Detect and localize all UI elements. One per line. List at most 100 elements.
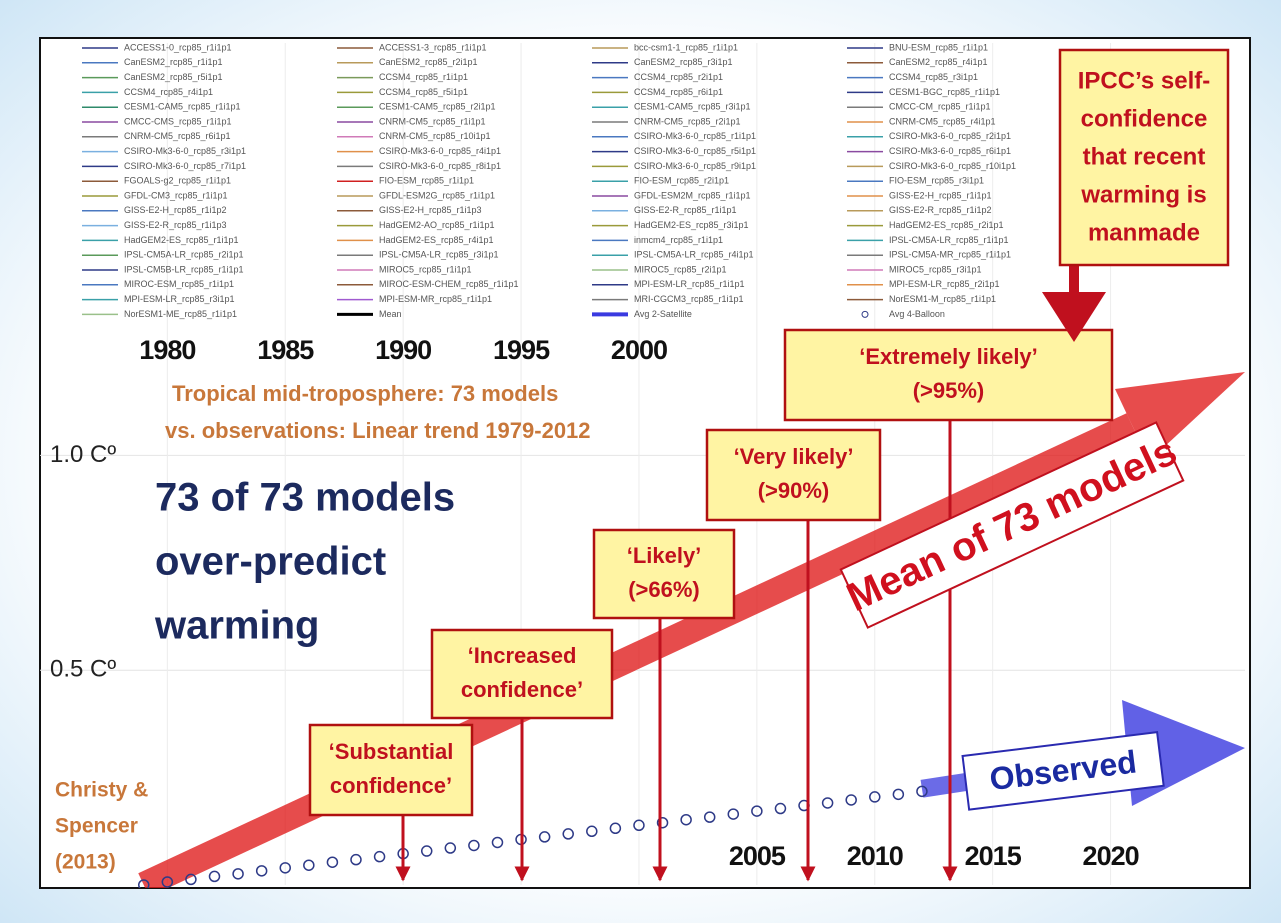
legend-swatch xyxy=(861,310,869,318)
y-tick-label: 1.0 Cº xyxy=(50,441,116,468)
legend-label: CSIRO-Mk3-6-0_rcp85_r5i1p1 xyxy=(634,146,756,156)
legend-label: ACCESS1-3_rcp85_r1i1p1 xyxy=(379,42,487,52)
balloon-point xyxy=(161,876,174,888)
legend-label: CanESM2_rcp85_r2i1p1 xyxy=(379,57,478,67)
source-note: (2013) xyxy=(55,851,116,874)
legend-label: HadGEM2-ES_rcp85_r3i1p1 xyxy=(634,220,749,230)
balloon-point xyxy=(491,836,504,849)
legend-label: MPI-ESM-MR_rcp85_r1i1p1 xyxy=(379,294,492,304)
annotation-text: (>66%) xyxy=(628,577,700,602)
balloon-point xyxy=(562,828,574,840)
balloon-point xyxy=(656,816,669,829)
balloon-point xyxy=(185,873,197,886)
annotation-text: confidence’ xyxy=(330,773,452,798)
legend-label: MPI-ESM-LR_rcp85_r1i1p1 xyxy=(634,279,745,289)
annotation-text: ‘Increased xyxy=(468,643,577,668)
legend-label: MIROC5_rcp85_r3i1p1 xyxy=(889,264,982,274)
x-tick-label: 2000 xyxy=(611,335,667,365)
legend-label: CSIRO-Mk3-6-0_rcp85_r4i1p1 xyxy=(379,146,501,156)
balloon-point xyxy=(703,811,716,823)
balloon-point xyxy=(373,850,386,863)
legend-label: GISS-E2-R_rcp85_r1i1p1 xyxy=(634,205,737,215)
legend-label: FIO-ESM_rcp85_r1i1p1 xyxy=(379,176,474,186)
callout-text: that recent xyxy=(1083,143,1206,170)
balloon-point xyxy=(916,785,928,798)
balloon-point xyxy=(821,797,834,809)
legend-label: CNRM-CM5_rcp85_r4i1p1 xyxy=(889,116,996,126)
legend-label: GFDL-ESM2G_rcp85_r1i1p1 xyxy=(379,190,495,200)
annotation-box xyxy=(430,628,614,720)
legend-label: MIROC-ESM-CHEM_rcp85_r1i1p1 xyxy=(379,279,519,289)
legend-label: CNRM-CM5_rcp85_r1i1p1 xyxy=(379,116,486,126)
balloon-point xyxy=(420,845,433,857)
mean-label-box xyxy=(839,421,1185,629)
annotation-text: ‘Very likely’ xyxy=(734,444,854,469)
source-note: Spencer xyxy=(55,815,138,838)
legend-label: ACCESS1-0_rcp85_r1i1p1 xyxy=(124,42,232,52)
x-tick-label: 2005 xyxy=(729,841,786,871)
observed-label-group: Observed xyxy=(961,731,1165,811)
legend-label: Avg 2-Satellite xyxy=(634,309,692,319)
x-tick-label: 1995 xyxy=(493,335,550,365)
subtitle: vs. observations: Linear trend 1979-2012 xyxy=(165,418,591,443)
balloon-point xyxy=(444,842,457,854)
legend-label: GFDL-CM3_rcp85_r1i1p1 xyxy=(124,190,228,200)
legend-label: GISS-E2-H_rcp85_r1i1p1 xyxy=(889,190,992,200)
legend-label: NorESM1-ME_rcp85_r1i1p1 xyxy=(124,309,237,319)
callout-text: IPCC’s self- xyxy=(1078,67,1210,94)
balloon-point xyxy=(326,856,339,868)
legend-label: HadGEM2-ES_rcp85_r2i1p1 xyxy=(889,220,1004,230)
legend-label: CESM1-CAM5_rcp85_r2i1p1 xyxy=(379,102,496,112)
overlay: 0.5 Cº 1.0 Cº 1980 1985 1990 1995 2000 2005 2010… xyxy=(50,42,1230,882)
legend-label: CCSM4_rcp85_r3i1p1 xyxy=(889,72,978,82)
legend-label: CSIRO-Mk3-6-0_rcp85_r3i1p1 xyxy=(124,146,246,156)
legend-label: HadGEM2-ES_rcp85_r4i1p1 xyxy=(379,235,494,245)
balloon-point xyxy=(468,839,480,852)
balloon-point xyxy=(208,870,221,883)
x-tick-label: 1980 xyxy=(139,335,195,365)
balloon-point xyxy=(680,813,692,826)
legend-label: GISS-E2-R_rcp85_r1i1p2 xyxy=(889,205,992,215)
legend-label: CCSM4_rcp85_r1i1p1 xyxy=(379,72,468,82)
legend-label: CESM1-CAM5_rcp85_r3i1p1 xyxy=(634,102,751,112)
legend-label: inmcm4_rcp85_r1i1p1 xyxy=(634,235,723,245)
legend-label: CNRM-CM5_rcp85_r6i1p1 xyxy=(124,131,231,141)
balloon-point xyxy=(232,868,244,880)
legend-label: MRI-CGCM3_rcp85_r1i1p1 xyxy=(634,294,744,304)
legend-label: Avg 4-Balloon xyxy=(889,309,945,319)
balloon-point xyxy=(538,831,551,843)
legend-label: CanESM2_rcp85_r1i1p1 xyxy=(124,57,223,67)
x-tick-label: 1985 xyxy=(257,335,314,365)
balloon-point xyxy=(138,879,150,888)
y-tick-label: 0.5 Cº xyxy=(50,656,116,683)
headline: 73 of 73 models xyxy=(155,476,455,520)
annotation-box xyxy=(705,428,882,522)
legend-label: IPSL-CM5A-MR_rcp85_r1i1p1 xyxy=(889,250,1011,260)
legend-label: CanESM2_rcp85_r3i1p1 xyxy=(634,57,733,67)
legend-label: CSIRO-Mk3-6-0_rcp85_r7i1p1 xyxy=(124,161,246,171)
legend-label: IPSL-CM5A-LR_rcp85_r1i1p1 xyxy=(889,235,1009,245)
legend-label: MPI-ESM-LR_rcp85_r2i1p1 xyxy=(889,279,1000,289)
mean-arrow-shaft xyxy=(138,413,1138,888)
legend-label: IPSL-CM5A-LR_rcp85_r3i1p1 xyxy=(379,250,499,260)
headline: over-predict xyxy=(155,540,386,584)
legend-label: MIROC-ESM_rcp85_r1i1p1 xyxy=(124,279,234,289)
x-tick-label: 2020 xyxy=(1083,841,1139,871)
legend-label: IPSL-CM5A-LR_rcp85_r2i1p1 xyxy=(124,250,244,260)
balloon-point xyxy=(727,808,740,820)
x-tick-label: 1990 xyxy=(375,335,431,365)
x-tick-label: 2010 xyxy=(847,841,903,871)
legend-label: CCSM4_rcp85_r2i1p1 xyxy=(634,72,723,82)
annotation-text: (>95%) xyxy=(913,378,985,403)
callout-text: warming is xyxy=(1080,181,1206,208)
annotation-box xyxy=(308,723,474,817)
legend-label: HadGEM2-AO_rcp85_r1i1p1 xyxy=(379,220,495,230)
observed-label-box xyxy=(961,731,1165,811)
legend-label: CESM1-CAM5_rcp85_r1i1p1 xyxy=(124,102,241,112)
legend-label: GFDL-ESM2M_rcp85_r1i1p1 xyxy=(634,190,751,200)
legend-label: CSIRO-Mk3-6-0_rcp85_r8i1p1 xyxy=(379,161,501,171)
legend-label: CSIRO-Mk3-6-0_rcp85_r10i1p1 xyxy=(889,161,1016,171)
legend-label: MIROC5_rcp85_r2i1p1 xyxy=(634,264,727,274)
legend-label: GISS-E2-R_rcp85_r1i1p3 xyxy=(124,220,227,230)
